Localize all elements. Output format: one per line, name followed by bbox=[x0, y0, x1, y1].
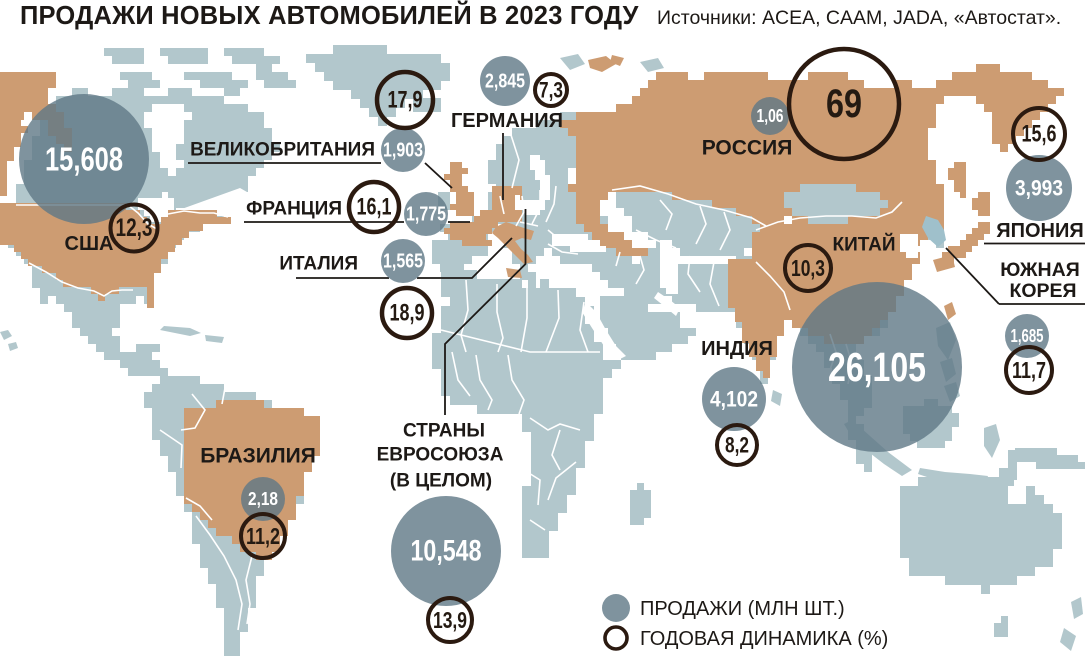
svg-text:1,903: 1,903 bbox=[383, 139, 423, 162]
svg-text:8,2: 8,2 bbox=[725, 433, 749, 458]
svg-text:1,685: 1,685 bbox=[1011, 326, 1044, 346]
svg-text:БРАЗИЛИЯ: БРАЗИЛИЯ bbox=[200, 445, 316, 468]
svg-text:ЮЖНАЯ: ЮЖНАЯ bbox=[1000, 259, 1079, 281]
svg-text:1,565: 1,565 bbox=[383, 250, 423, 273]
svg-text:1,775: 1,775 bbox=[406, 203, 446, 226]
svg-text:12,3: 12,3 bbox=[116, 214, 153, 242]
svg-text:ИНДИЯ: ИНДИЯ bbox=[701, 338, 773, 360]
svg-text:10,548: 10,548 bbox=[411, 535, 482, 568]
svg-text:26,105: 26,105 bbox=[828, 344, 926, 390]
svg-text:4,102: 4,102 bbox=[710, 387, 758, 412]
svg-text:ФРАНЦИЯ: ФРАНЦИЯ bbox=[246, 199, 342, 220]
svg-text:7,3: 7,3 bbox=[539, 78, 563, 103]
svg-text:3,993: 3,993 bbox=[1015, 176, 1063, 201]
svg-text:2,18: 2,18 bbox=[248, 489, 278, 509]
svg-text:ГОДОВАЯ ДИНАМИКА (%): ГОДОВАЯ ДИНАМИКА (%) bbox=[640, 628, 888, 650]
svg-text:10,3: 10,3 bbox=[791, 255, 825, 281]
svg-text:11,2: 11,2 bbox=[246, 523, 280, 549]
svg-text:1,06: 1,06 bbox=[757, 106, 784, 126]
svg-text:15,608: 15,608 bbox=[45, 141, 123, 178]
svg-text:ЯПОНИЯ: ЯПОНИЯ bbox=[996, 220, 1084, 242]
svg-text:КОРЕЯ: КОРЕЯ bbox=[1009, 280, 1076, 302]
svg-text:ЕВРОСОЮЗА: ЕВРОСОЮЗА bbox=[377, 445, 504, 466]
svg-text:ПРОДАЖИ (МЛН ШТ.): ПРОДАЖИ (МЛН ШТ.) bbox=[640, 598, 845, 620]
svg-text:США: США bbox=[65, 233, 114, 255]
svg-text:11,7: 11,7 bbox=[1012, 357, 1046, 383]
svg-text:15,6: 15,6 bbox=[1022, 121, 1057, 148]
svg-text:17,9: 17,9 bbox=[388, 87, 423, 114]
svg-text:13,9: 13,9 bbox=[433, 607, 467, 633]
svg-text:СТРАНЫ: СТРАНЫ bbox=[403, 421, 485, 442]
svg-text:ИТАЛИЯ: ИТАЛИЯ bbox=[279, 254, 358, 275]
svg-text:2,845: 2,845 bbox=[485, 70, 525, 93]
svg-text:ГЕРМАНИЯ: ГЕРМАНИЯ bbox=[451, 110, 563, 132]
svg-text:69: 69 bbox=[826, 82, 862, 126]
svg-text:КИТАЙ: КИТАЙ bbox=[832, 234, 895, 256]
svg-text:РОССИЯ: РОССИЯ bbox=[702, 137, 793, 160]
svg-text:18,9: 18,9 bbox=[390, 300, 425, 327]
svg-text:(В ЦЕЛОМ): (В ЦЕЛОМ) bbox=[390, 471, 492, 492]
svg-text:ВЕЛИКОБРИТАНИЯ: ВЕЛИКОБРИТАНИЯ bbox=[190, 140, 375, 161]
svg-text:16,1: 16,1 bbox=[357, 194, 392, 221]
